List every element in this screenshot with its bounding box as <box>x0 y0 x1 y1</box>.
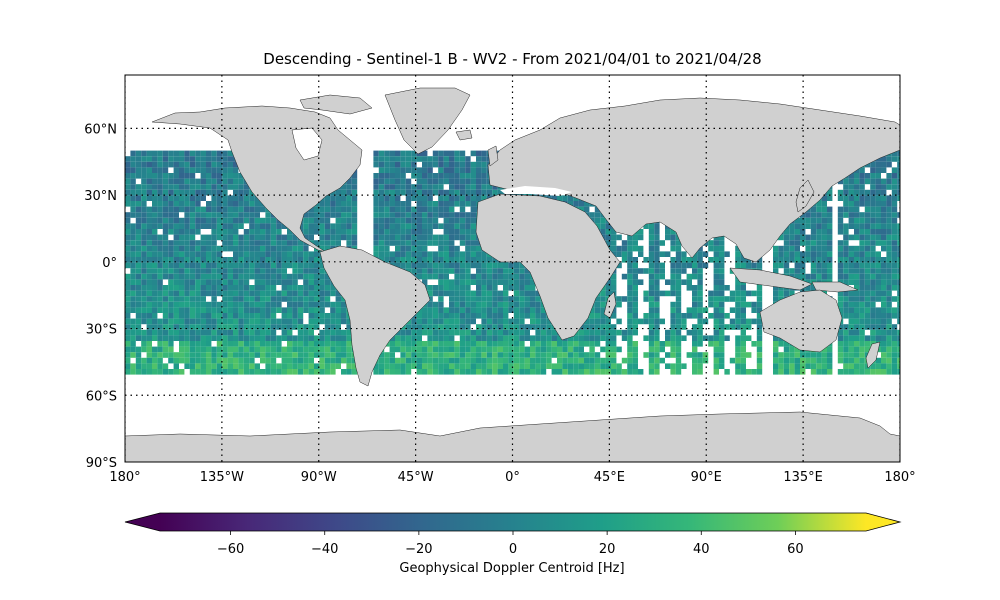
colorbar-tick-label: −40 <box>311 542 338 557</box>
colorbar-tick-label: 60 <box>787 542 804 557</box>
latitude-tick-label: 30°S <box>86 323 117 338</box>
new-guinea <box>811 281 859 293</box>
map-title: Descending - Sentinel-1 B - WV2 - From 2… <box>263 50 762 68</box>
colorbar-tick-label: −20 <box>405 542 432 557</box>
eurasia <box>487 97 900 263</box>
south-america <box>319 245 431 387</box>
latitude-tick-label: 60°N <box>84 122 117 137</box>
iceland <box>455 129 473 141</box>
colorbar: −60 −40 −20 0 20 40 60 Geophysical Doppler Cen… <box>124 512 902 576</box>
longitude-tick-label: 135°E <box>783 470 823 485</box>
longitude-tick-label: 90°W <box>301 470 337 485</box>
longitude-tick-label: 180° <box>884 470 915 485</box>
mediterranean-sea <box>500 186 572 196</box>
colorbar-extend-max <box>866 513 900 531</box>
japan <box>795 179 815 213</box>
latitude-tick-label: 60°S <box>86 389 117 404</box>
colorbar-tick-label: 0 <box>509 542 517 557</box>
colorbar-outline <box>124 512 902 532</box>
latitude-labels: 60°N 30°N 0° 30°S 60°S 90°S <box>84 122 117 471</box>
colorbar-tick-label: 20 <box>599 542 616 557</box>
colorbar-label: Geophysical Doppler Centroid [Hz] <box>399 561 624 576</box>
longitude-tick-label: 180° <box>109 470 140 485</box>
longitude-tick-label: 0° <box>505 470 520 485</box>
colorbar-extend-min <box>125 513 160 531</box>
graticule <box>125 75 900 462</box>
latitude-tick-label: 90°S <box>86 456 117 471</box>
longitude-tick-label: 135°W <box>200 470 244 485</box>
colorbar-ticks: −60 −40 −20 0 20 40 60 <box>217 531 804 557</box>
latitude-tick-label: 30°N <box>84 189 117 204</box>
australia <box>759 289 843 353</box>
latitude-tick-label: 0° <box>102 256 117 271</box>
map-panel: 180° 135°W 90°W 45°W 0° 45°E 90°E 135°E 180° 60°… <box>84 74 916 485</box>
longitude-tick-label: 45°E <box>594 470 625 485</box>
new-zealand <box>865 341 881 369</box>
maritime-southeast-asia <box>729 267 813 291</box>
british-isles <box>487 145 499 167</box>
longitude-tick-label: 90°E <box>691 470 722 485</box>
map-frame <box>124 74 901 463</box>
longitude-tick-label: 45°W <box>398 470 434 485</box>
longitude-labels: 180° 135°W 90°W 45°W 0° 45°E 90°E 135°E 180° <box>109 470 915 485</box>
colorbar-gradient <box>160 513 866 531</box>
arctic-archipelago <box>299 94 373 115</box>
colorbar-tick-label: 40 <box>693 542 710 557</box>
colorbar-tick-label: −60 <box>217 542 244 557</box>
madagascar <box>603 291 617 319</box>
greenland <box>384 87 471 155</box>
